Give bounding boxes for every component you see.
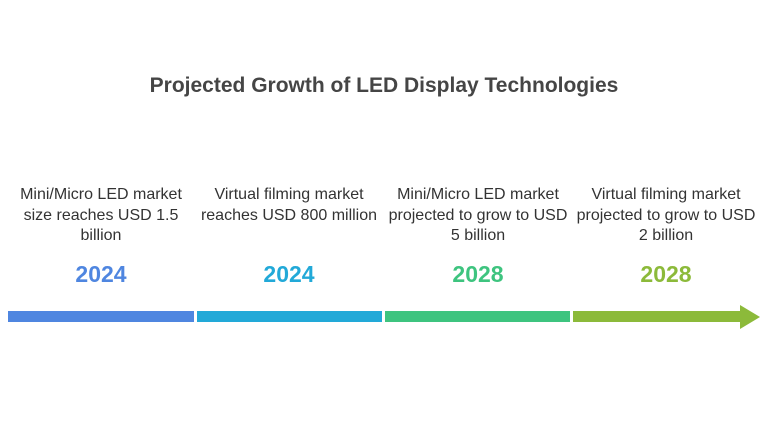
diagram-title: Projected Growth of LED Display Technolo… bbox=[149, 74, 619, 97]
milestone-3: Mini/Micro LED market projected to grow … bbox=[384, 185, 572, 288]
milestone-year: 2028 bbox=[452, 261, 504, 287]
milestone-2: Virtual filming market reaches USD 800 m… bbox=[195, 185, 383, 288]
milestone-description: Virtual filming market reaches USD 800 m… bbox=[200, 186, 378, 224]
milestone-1: Mini/Micro LED market size reaches USD 1… bbox=[7, 185, 195, 288]
arrow-head-icon bbox=[740, 305, 760, 329]
milestone-description: Mini/Micro LED market projected to grow … bbox=[388, 186, 568, 244]
milestone-description: Mini/Micro LED market size reaches USD 1… bbox=[20, 186, 182, 244]
timeline-segment-2 bbox=[197, 311, 382, 322]
timeline-segment-3 bbox=[385, 311, 570, 322]
milestone-year: 2024 bbox=[75, 261, 127, 287]
milestone-year: 2024 bbox=[263, 261, 315, 287]
milestone-description: Virtual filming market projected to grow… bbox=[576, 186, 756, 244]
timeline-segment-1 bbox=[8, 311, 194, 322]
timeline-segment-4 bbox=[573, 311, 741, 322]
milestone-year: 2028 bbox=[640, 261, 692, 287]
milestone-4: Virtual filming market projected to grow… bbox=[572, 185, 760, 288]
